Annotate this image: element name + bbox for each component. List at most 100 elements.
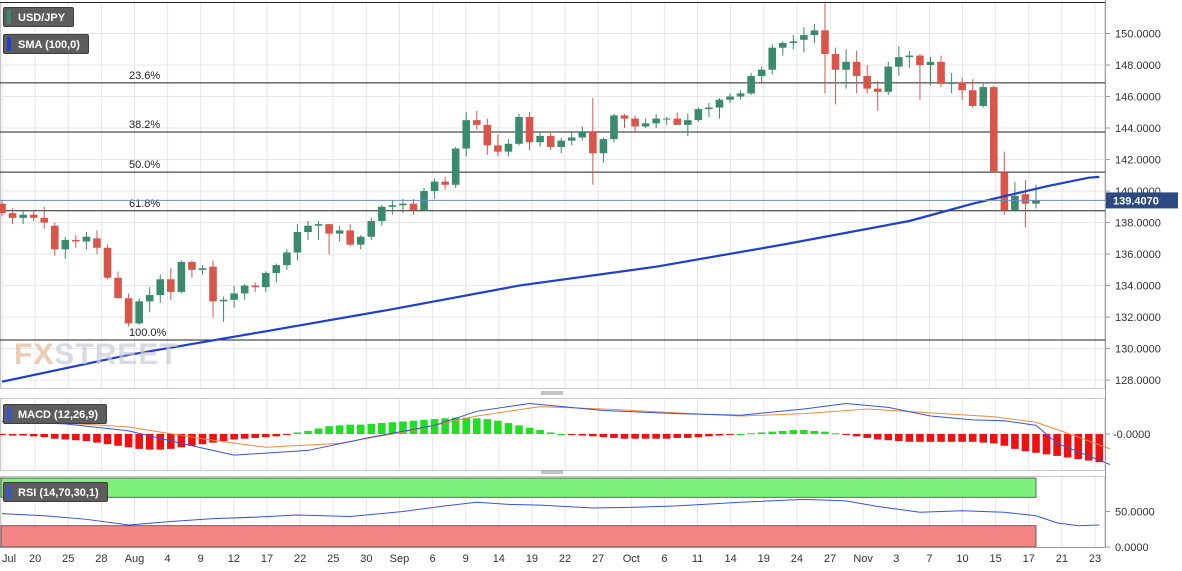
fib-level-label: 23.6%: [129, 70, 160, 82]
x-tick-label: Oct: [623, 553, 640, 565]
candle-body: [103, 247, 112, 278]
macd-histogram-bar: [219, 434, 228, 442]
y-tick-label: 144.0000: [1115, 123, 1161, 135]
macd-histogram-bar: [662, 434, 671, 439]
fib-level-label: 38.2%: [129, 119, 160, 131]
x-tick-label: 19: [526, 553, 538, 565]
candle-body: [209, 266, 217, 302]
instrument-badge[interactable]: USD/JPY: [3, 7, 75, 27]
x-tick-label: Nov: [853, 553, 873, 565]
x-tick-label: 20: [29, 553, 41, 565]
x-tick-label: 28: [95, 553, 107, 565]
macd-histogram-bar: [989, 434, 998, 444]
candle-body: [589, 131, 597, 154]
x-tick-label: 30: [360, 553, 372, 565]
fxstreet-logo: FXSTREET: [14, 338, 179, 371]
candle-body: [367, 220, 376, 237]
x-tick-label: 12: [228, 553, 240, 565]
macd-histogram-bar: [1095, 434, 1104, 463]
candle-body: [536, 135, 544, 143]
macd-legend-badge[interactable]: MACD (12,26,9): [3, 404, 108, 424]
macd-histogram-bar: [346, 424, 354, 434]
candle-body: [916, 55, 924, 66]
x-tick-label: 14: [725, 553, 737, 565]
macd-histogram-bar: [546, 432, 555, 434]
sma-legend-badge[interactable]: SMA (100,0): [3, 34, 89, 54]
macd-histogram-bar: [272, 434, 281, 437]
macd-color-swatch: [7, 407, 11, 421]
fib-level-label: 61.8%: [129, 198, 160, 210]
candle-body: [346, 230, 354, 245]
x-tick-label: 27: [592, 553, 604, 565]
x-tick-label: Jul: [2, 553, 16, 565]
candle-body: [472, 120, 481, 125]
y-tick-label: 142.0000: [1115, 155, 1161, 167]
y-tick-label: 138.0000: [1115, 218, 1161, 230]
price-panel: [0, 3, 1105, 383]
candle-body: [177, 261, 186, 292]
macd-histogram-bar: [515, 425, 523, 434]
candle-body: [114, 277, 122, 299]
sma-label: SMA (100,0): [18, 39, 80, 51]
candle-body: [578, 131, 587, 138]
y-tick-label: 132.0000: [1115, 312, 1161, 324]
candle-body: [884, 66, 893, 92]
candle-body: [641, 123, 650, 127]
macd-histogram-bar: [462, 417, 471, 434]
candle-body: [388, 205, 397, 207]
candle-body: [831, 53, 840, 70]
macd-histogram-bar: [684, 434, 692, 438]
x-tick-label: 22: [294, 553, 306, 565]
candle-body: [968, 90, 977, 106]
macd-line: [1, 402, 1111, 465]
macd-histogram-bar: [251, 434, 260, 438]
fibonacci-levels: 23.6% 38.2% 50.0% 61.8% 100.0%: [0, 2, 1105, 341]
y-tick-label: 130.0000: [1115, 344, 1161, 356]
macd-histogram-bar: [610, 434, 618, 438]
x-tick-label: 7: [926, 553, 932, 565]
macd-histogram-bar: [1000, 434, 1009, 446]
macd-histogram-bar: [167, 434, 175, 449]
macd-histogram-bar: [884, 434, 893, 441]
macd-histogram-bar: [757, 432, 766, 434]
y-tick-label: 128.0000: [1115, 375, 1161, 387]
candle-body: [335, 230, 344, 234]
rsi-oversold-zone: [0, 525, 1037, 548]
candle-body: [778, 42, 787, 48]
macd-histogram-bar: [789, 430, 798, 434]
rsi-legend-badge[interactable]: RSI (14,70,30,1): [3, 482, 108, 502]
macd-histogram-bar: [325, 426, 333, 434]
candle-body: [810, 30, 819, 36]
macd-histogram-bar: [1032, 434, 1040, 453]
macd-histogram-bar: [0, 434, 6, 435]
x-tick-label: 17: [1023, 553, 1035, 565]
macd-histogram-bar: [261, 434, 270, 438]
candle-body: [72, 239, 80, 242]
macd-histogram-bar: [1084, 434, 1093, 461]
candle-body: [50, 225, 59, 250]
candle-body: [694, 109, 703, 121]
candle-body: [8, 213, 17, 218]
y-tick-label: -0.0000: [1113, 429, 1150, 441]
macd-histogram-bar: [567, 434, 576, 435]
macd-histogram-bar: [240, 434, 249, 439]
x-tick-label: 9: [463, 553, 469, 565]
candle-body: [304, 225, 312, 233]
macd-histogram-bar: [356, 424, 365, 434]
macd-histogram-bar: [441, 418, 449, 434]
macd-histogram-bar: [937, 434, 945, 442]
candle-body: [325, 224, 333, 234]
rsi-label: RSI (14,70,30,1): [18, 487, 99, 499]
candle-body: [135, 301, 143, 324]
macd-histogram-bar: [378, 423, 386, 434]
candle-body: [662, 118, 671, 120]
macd-histogram-bar: [367, 423, 376, 434]
candle-body: [0, 203, 6, 214]
macd-histogram-bar: [61, 434, 70, 440]
current-price-tag: [1106, 192, 1178, 209]
candle-body: [283, 252, 291, 266]
y-tick-label: 136.0000: [1115, 249, 1161, 261]
macd-histogram-bar: [852, 434, 861, 437]
